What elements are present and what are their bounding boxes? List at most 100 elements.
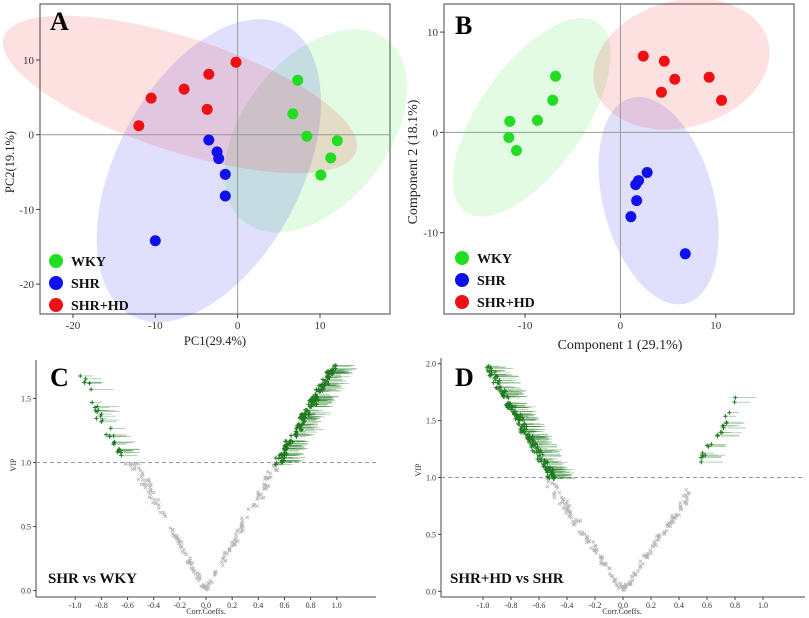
c-nonsig-point — [147, 480, 152, 485]
c-nonsig-point — [189, 563, 194, 567]
c-nonsig-point — [140, 470, 145, 475]
legend-shrhd-swatch — [49, 298, 63, 312]
c-sig-point — [273, 455, 279, 461]
c-sig-point — [314, 387, 319, 393]
d-xtick-label: -0.8 — [505, 601, 518, 610]
d-nonsig-point — [629, 580, 633, 585]
d-sig-point — [706, 444, 711, 449]
c-nonsig-point — [264, 486, 269, 491]
d-sig-point — [536, 453, 542, 458]
panel-c-xlabel: Corr.Coeffs. — [186, 607, 225, 616]
d-nonsig-point — [607, 571, 612, 576]
d-xtick-label: 0.0 — [618, 601, 628, 610]
d-sig-point — [545, 460, 550, 465]
d-sig-point — [491, 380, 496, 385]
c-nonsig-point — [230, 540, 234, 545]
a-ellipse-shrhd — [2, 15, 358, 174]
c-nonsig-point — [146, 489, 151, 494]
c-nonsig-point — [256, 490, 260, 494]
c-sig-point — [300, 422, 305, 427]
d-nonsig-point — [687, 491, 692, 495]
d-sig-point — [514, 412, 519, 417]
c-nonsig-point — [265, 470, 270, 474]
d-xtick-label: -0.2 — [589, 601, 602, 610]
c-nonsig-point — [191, 566, 195, 571]
c-sig-point — [82, 379, 87, 385]
d-nonsig-point — [594, 550, 598, 555]
c-sig-point — [313, 391, 318, 397]
d-nonsig-point — [564, 508, 569, 513]
d-ytick-label: 1.0 — [426, 474, 436, 483]
d-ytick-label: 0.5 — [426, 530, 436, 539]
c-sig-point — [78, 373, 83, 379]
a-point-shrhd-3 — [145, 92, 157, 104]
c-sig-point — [99, 411, 104, 417]
c-nonsig-point — [245, 515, 250, 520]
d-nonsig-point — [678, 501, 683, 505]
c-xtick-label: -1.0 — [69, 601, 82, 610]
b-point-wky-2 — [531, 114, 543, 126]
d-nonsig-point — [670, 520, 675, 525]
b-xtick-label: -10 — [518, 320, 533, 332]
b-point-shr-4 — [625, 211, 637, 223]
panel-a-legend: WKY SHR SHR+HD — [49, 254, 129, 314]
d-nonsig-point — [569, 515, 574, 520]
d-ytick-label: 0.0 — [426, 587, 436, 596]
panel-b-ylabel: Component 2 (18.1%) — [406, 99, 421, 224]
c-nonsig-point — [149, 483, 154, 488]
c-sig-point — [298, 414, 304, 420]
d-sig-point — [516, 421, 521, 427]
d-nonsig-point — [645, 552, 649, 557]
d-sig-point — [537, 447, 543, 453]
d-sig-point — [518, 426, 523, 432]
d-sig-point — [485, 368, 491, 374]
legend-wky-swatch — [49, 254, 63, 268]
d-nonsig-point — [577, 530, 582, 534]
c-nonsig-point — [213, 569, 218, 574]
d-sig-point — [550, 467, 555, 472]
d-nonsig-point — [678, 504, 683, 509]
c-xtick-label: -0.4 — [147, 601, 160, 610]
d-sig-point — [520, 417, 526, 423]
c-sig-point — [324, 369, 329, 375]
d-nonsig-point — [684, 493, 689, 498]
b-point-shrhd-0 — [637, 50, 649, 62]
c-nonsig-point — [179, 545, 184, 550]
d-nonsig-point — [567, 509, 572, 514]
d-sig-point — [502, 394, 507, 399]
a-point-shrhd-5 — [133, 120, 145, 132]
c-sig-point — [87, 381, 92, 386]
c-nonsig-point — [222, 554, 227, 559]
a-xtick-label: 0 — [235, 320, 241, 332]
d-nonsig-point — [580, 530, 585, 535]
d-sig-point — [541, 462, 546, 467]
d-sig-point — [510, 404, 516, 410]
legend-b-shrhd-swatch — [455, 295, 469, 309]
panel-a: -20 -10 0 10 -20 -10 0 10 A PC1(29.4%) PC2(19.1… — [2, 3, 408, 348]
c-nonsig-point — [170, 527, 175, 532]
c-xtick-label: 1.0 — [332, 601, 342, 610]
c-nonsig-point — [220, 563, 225, 568]
a-point-shrhd-1 — [203, 68, 215, 80]
c-nonsig-point — [130, 467, 135, 472]
d-nonsig-point — [560, 500, 565, 505]
d-nonsig-point — [571, 519, 575, 524]
c-nonsig-point — [191, 569, 196, 574]
d-nonsig-point — [620, 584, 624, 589]
d-sig-point — [506, 395, 511, 401]
c-sig-point — [324, 378, 330, 384]
c-nonsig-point — [198, 575, 202, 579]
c-nonsig-point — [171, 533, 176, 538]
a-point-shr-2 — [213, 153, 225, 165]
d-sig-point — [486, 363, 491, 369]
c-ytick-label: 1.5 — [21, 394, 31, 403]
d-nonsig-point — [633, 573, 637, 578]
d-nonsig-point — [648, 548, 653, 553]
panel-a-ylabel: PC2(19.1%) — [3, 131, 17, 193]
d-nonsig-point — [563, 505, 568, 510]
panel-c-letter: C — [50, 363, 69, 392]
c-sig-point — [94, 416, 99, 421]
d-sig-point — [497, 384, 503, 389]
legend-wky-label: WKY — [71, 255, 106, 270]
